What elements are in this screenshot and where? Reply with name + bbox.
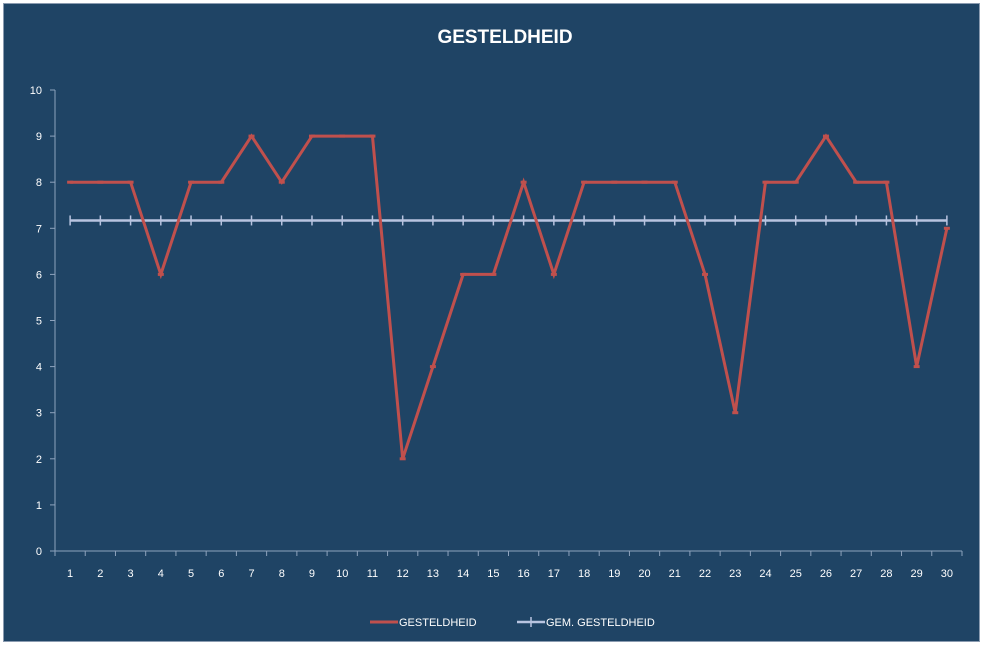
y-tick-label: 0 (36, 546, 42, 558)
chart-title: GESTELDHEID (437, 27, 572, 48)
x-tick-label: 13 (427, 568, 439, 580)
x-tick-label: 26 (820, 568, 832, 580)
x-tick-label: 19 (608, 568, 620, 580)
y-tick-label: 3 (36, 408, 42, 420)
x-tick-label: 20 (638, 568, 650, 580)
x-tick-label: 18 (578, 568, 590, 580)
x-tick-label: 23 (729, 568, 741, 580)
y-tick-label: 9 (36, 131, 42, 143)
x-tick-label: 2 (97, 568, 103, 580)
x-tick-label: 30 (941, 568, 953, 580)
x-tick-label: 15 (487, 568, 499, 580)
x-tick-label: 28 (880, 568, 892, 580)
y-tick-label: 7 (36, 223, 42, 235)
x-tick-label: 17 (548, 568, 560, 580)
y-tick-label: 6 (36, 269, 42, 281)
series-layer (67, 133, 950, 461)
x-tick-label: 6 (218, 568, 224, 580)
x-tick-label: 14 (457, 568, 469, 580)
legend: GESTELDHEID GEM. GESTELDHEID (370, 617, 655, 629)
chart-frame (3, 3, 980, 642)
x-tick-label: 7 (248, 568, 254, 580)
x-tick-label: 24 (759, 568, 771, 580)
legend-label-gesteldheid: GESTELDHEID (399, 617, 477, 629)
x-tick-label: 8 (279, 568, 285, 580)
x-tick-label: 27 (850, 568, 862, 580)
legend-label-gem-gesteldheid: GEM. GESTELDHEID (546, 617, 655, 629)
x-tick-label: 3 (128, 568, 134, 580)
x-tick-label: 10 (336, 568, 348, 580)
y-tick-label: 8 (36, 177, 42, 189)
y-tick-label: 5 (36, 316, 42, 328)
y-tick-label: 2 (36, 454, 42, 466)
y-tick-label: 1 (36, 500, 42, 512)
x-tick-label: 16 (517, 568, 529, 580)
x-tick-label: 1 (67, 568, 73, 580)
x-tick-label: 4 (158, 568, 164, 580)
x-tick-label: 11 (367, 568, 378, 580)
x-tick-label: 9 (309, 568, 315, 580)
x-tick-label: 22 (699, 568, 711, 580)
x-tick-label: 29 (911, 568, 923, 580)
x-tick-label: 25 (790, 568, 802, 580)
series-line-gesteldheid (70, 133, 949, 460)
x-tick-label: 5 (188, 568, 194, 580)
y-tick-label: 10 (30, 85, 42, 97)
y-tick-label: 4 (36, 362, 42, 374)
x-tick-label: 12 (397, 568, 409, 580)
x-tick-label: 21 (669, 568, 681, 580)
